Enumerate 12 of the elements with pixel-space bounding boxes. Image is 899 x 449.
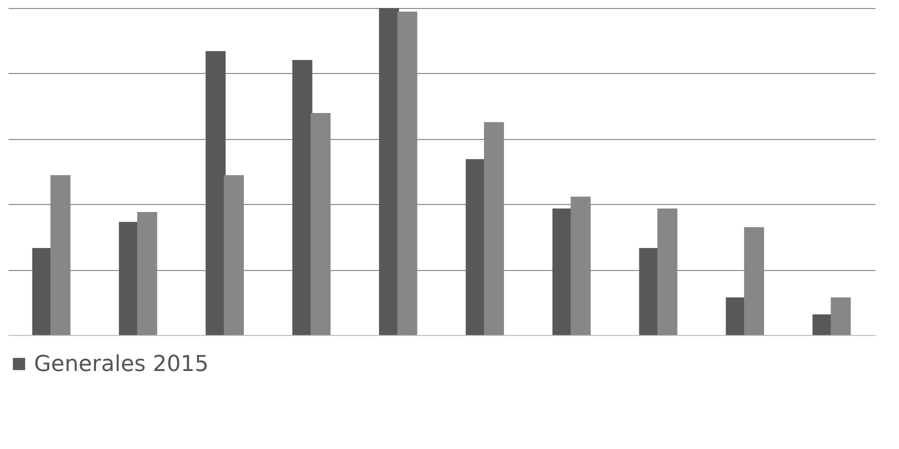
- bar: [639, 248, 660, 335]
- bar: [812, 314, 833, 335]
- bar: [726, 297, 746, 335]
- bar: [32, 248, 52, 335]
- bar: [466, 159, 486, 335]
- bar: [118, 222, 139, 335]
- bar: [206, 51, 226, 335]
- legend-label: Generales 2015: [34, 352, 209, 377]
- bar: [830, 297, 851, 335]
- bar: [292, 60, 312, 335]
- bar: [552, 208, 572, 335]
- bar: [379, 8, 400, 335]
